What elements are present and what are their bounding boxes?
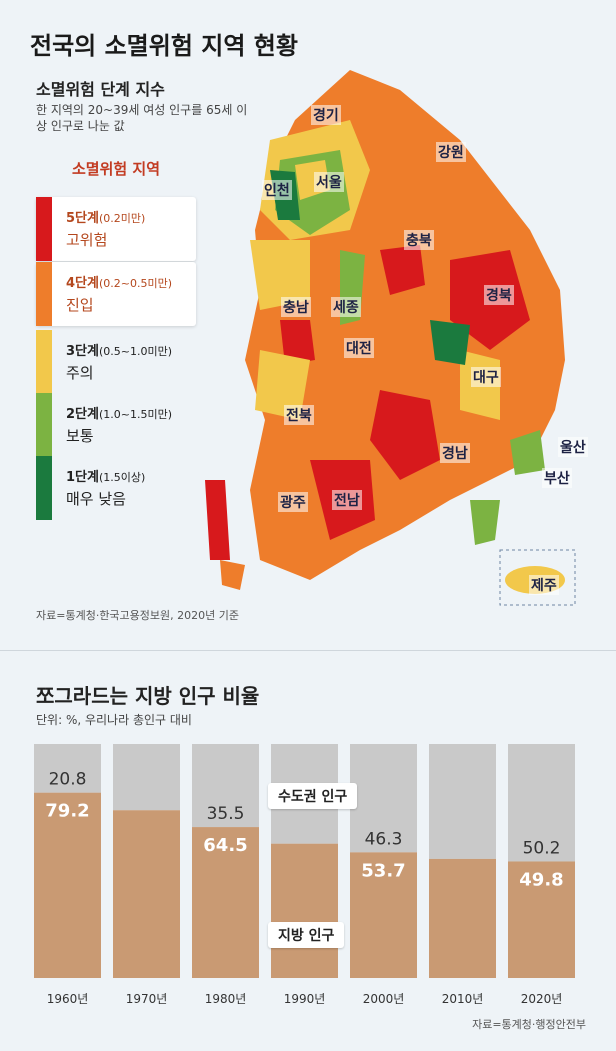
- bar-local: [34, 792, 101, 978]
- map-region-green-4: [470, 500, 500, 545]
- map-label: 전남: [332, 490, 362, 510]
- legend-item: 3단계(0.5~1.0미만) 주의: [36, 330, 196, 394]
- map-label: 충북: [404, 230, 434, 250]
- legend-stage-label: 4단계: [66, 276, 99, 291]
- legend-stage: 3단계(0.5~1.0미만): [66, 340, 172, 359]
- legend-swatch: [36, 330, 52, 394]
- section-divider: [0, 650, 616, 651]
- callout-capital: 수도권 인구: [268, 783, 358, 809]
- bar-capital: [350, 744, 417, 853]
- map-region-green-2: [430, 320, 470, 365]
- map-label: 충남: [281, 297, 311, 317]
- chart-title: 쪼그라드는 지방 인구 비율: [36, 684, 260, 708]
- callout-local: 지방 인구: [268, 922, 345, 948]
- map-region-yellow-1: [250, 240, 310, 310]
- bar-capital: [508, 744, 575, 862]
- map-label: 경북: [484, 285, 514, 305]
- map-region-red-1: [380, 245, 425, 295]
- map-label: 광주: [278, 492, 308, 512]
- map-label: 대구: [471, 367, 501, 387]
- map-label: 전북: [284, 405, 314, 425]
- map-label: 경남: [440, 443, 470, 463]
- bar-capital: [192, 744, 259, 828]
- map-region-yellow-2: [255, 350, 310, 420]
- page-title: 전국의 소멸위험 지역 현황: [30, 32, 298, 60]
- legend-item: 1단계(1.5이상) 매우 낮음: [36, 456, 196, 520]
- legend-level-name: 주의: [66, 364, 94, 382]
- map-label: 세종: [331, 297, 361, 317]
- map-island-orange: [220, 560, 245, 590]
- map-label: 제주: [529, 575, 559, 595]
- local-value-label: 79.2: [45, 801, 89, 822]
- bar-local: [350, 852, 417, 978]
- legend-item: 4단계(0.2~0.5미만) 진입: [36, 262, 196, 326]
- map-label: 부산: [542, 468, 572, 488]
- x-tick-label: 1980년: [205, 992, 247, 1006]
- legend-item: 2단계(1.0~1.5미만) 보통: [36, 393, 196, 457]
- legend-stage-label: 3단계: [66, 344, 99, 359]
- chart-source: 자료=통계청·행정안전부: [472, 1018, 586, 1031]
- legend-level-name: 매우 낮음: [66, 490, 126, 508]
- map-region-red-4: [370, 390, 440, 480]
- map-label: 인천: [262, 180, 292, 200]
- legend-stage: 4단계(0.2~0.5미만): [66, 272, 172, 291]
- legend-stage: 5단계(0.2미만): [66, 207, 145, 226]
- bar-local: [429, 858, 496, 978]
- legend-range: (0.2미만): [98, 212, 146, 225]
- legend-heading: 소멸위험 지역: [71, 160, 161, 178]
- legend-stage-label: 5단계: [66, 211, 99, 226]
- chart-unit: 단위: %, 우리나라 총인구 대비: [36, 713, 192, 727]
- x-tick-label: 2010년: [442, 992, 484, 1006]
- legend-range: (0.5~1.0미만): [98, 345, 172, 358]
- index-heading: 소멸위험 단계 지수: [36, 80, 165, 99]
- x-tick-label: 1990년: [284, 992, 326, 1006]
- capital-value-label: 46.3: [365, 829, 403, 849]
- map-label: 강원: [436, 142, 466, 162]
- korea-map: [205, 70, 576, 606]
- local-value-label: 53.7: [361, 860, 405, 881]
- index-description: 한 지역의 20~39세 여성 인구를 65세 이상 인구로 나눈 값: [36, 103, 248, 133]
- map-label: 대전: [344, 338, 374, 358]
- map-island-red: [205, 480, 230, 560]
- local-value-label: 64.5: [203, 835, 247, 856]
- legend-swatch: [36, 262, 52, 326]
- map-region-red-3: [280, 320, 315, 365]
- x-tick-label: 1970년: [126, 992, 168, 1006]
- capital-value-label: 50.2: [523, 838, 561, 858]
- jeju-inset-frame: [499, 549, 576, 606]
- map-region-green-3: [510, 430, 545, 475]
- legend-stage: 1단계(1.5이상): [66, 466, 145, 485]
- map-label: 울산: [558, 437, 588, 457]
- legend-level-name: 진입: [66, 296, 94, 314]
- legend-range: (1.0~1.5미만): [98, 408, 172, 421]
- legend-item: 5단계(0.2미만) 고위험: [36, 197, 196, 261]
- legend-swatch: [36, 393, 52, 457]
- x-tick-label: 1960년: [47, 992, 89, 1006]
- bar-local: [271, 843, 338, 978]
- bar-local: [113, 810, 180, 978]
- x-tick-label: 2000년: [363, 992, 405, 1006]
- capital-value-label: 35.5: [207, 804, 245, 824]
- legend-swatch: [36, 456, 52, 520]
- legend-range: (0.2~0.5미만): [98, 277, 172, 290]
- bar-capital: [429, 744, 496, 859]
- legend-level-name: 고위험: [66, 231, 108, 249]
- legend-range: (1.5이상): [98, 471, 146, 484]
- bar-capital: [34, 744, 101, 793]
- bar-capital: [113, 744, 180, 811]
- map-label: 서울: [314, 172, 344, 192]
- legend-level-name: 보통: [66, 427, 94, 445]
- map-source: 자료=통계청·한국고용정보원, 2020년 기준: [36, 609, 239, 622]
- bar-local: [508, 861, 575, 978]
- local-value-label: 49.8: [519, 869, 563, 890]
- legend-swatch: [36, 197, 52, 261]
- legend-stage-label: 2단계: [66, 407, 99, 422]
- legend-stage: 2단계(1.0~1.5미만): [66, 403, 172, 422]
- x-tick-label: 2020년: [521, 992, 563, 1006]
- map-label: 경기: [311, 105, 341, 125]
- bar-local: [192, 827, 259, 978]
- legend-stage-label: 1단계: [66, 470, 99, 485]
- capital-value-label: 20.8: [49, 770, 87, 790]
